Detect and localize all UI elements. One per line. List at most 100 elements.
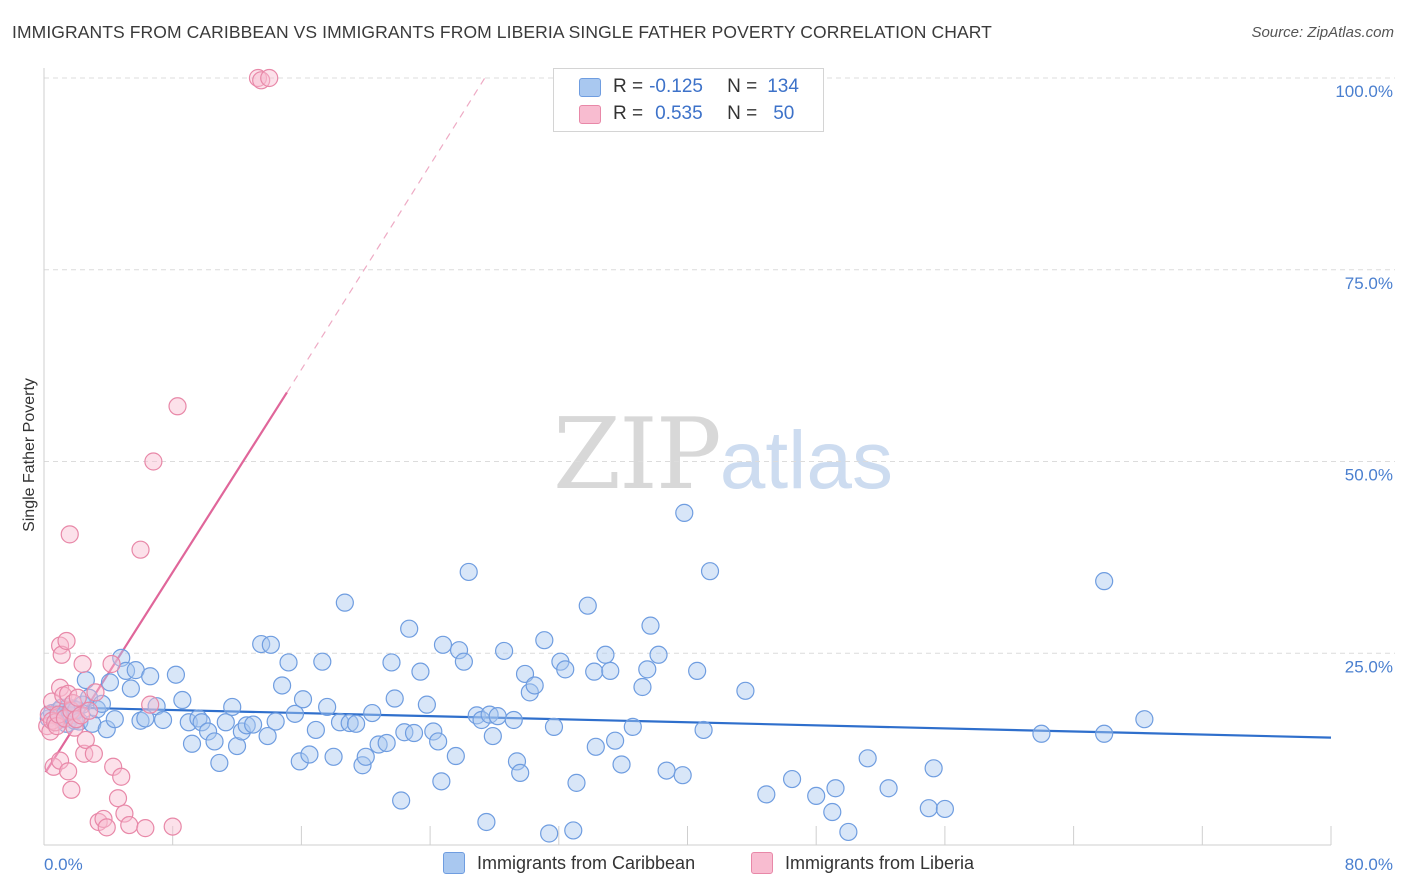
r-value: 0.535 — [655, 103, 703, 124]
stats-legend: R = -0.125 N = 134 R = 0.535 N = 50 — [553, 68, 824, 132]
point-liberia — [163, 817, 182, 836]
y-tick-label: 100.0% — [1335, 82, 1393, 101]
point-caribbean — [606, 731, 625, 750]
point-caribbean — [166, 665, 186, 684]
point-caribbean — [392, 791, 411, 810]
point-caribbean — [395, 723, 414, 742]
point-caribbean — [404, 723, 424, 743]
point-caribbean — [826, 779, 845, 798]
point-liberia — [59, 762, 78, 781]
point-liberia — [260, 68, 279, 88]
point-caribbean — [272, 676, 292, 695]
watermark-atlas: atlas — [719, 415, 893, 506]
point-caribbean — [400, 619, 419, 638]
point-caribbean — [266, 712, 285, 731]
point-caribbean — [192, 713, 211, 732]
point-caribbean — [935, 799, 955, 819]
point-caribbean — [293, 690, 313, 709]
point-liberia — [62, 780, 81, 799]
point-caribbean — [223, 697, 242, 717]
point-caribbean — [446, 746, 465, 766]
caribbean-swatch — [443, 852, 465, 874]
series-liberia — [38, 68, 279, 838]
point-caribbean — [100, 673, 120, 692]
n-label: N = — [727, 103, 758, 124]
point-caribbean — [385, 689, 404, 708]
point-caribbean — [346, 714, 366, 733]
point-caribbean — [700, 562, 720, 581]
chart-title: IMMIGRANTS FROM CARIBBEAN VS IMMIGRANTS … — [12, 22, 992, 42]
trendline-caribbean — [43, 705, 1332, 739]
n-value: 134 — [767, 76, 799, 97]
point-liberia — [79, 701, 99, 720]
point-caribbean — [306, 720, 325, 740]
point-caribbean — [459, 562, 478, 582]
point-caribbean — [504, 710, 523, 730]
point-caribbean — [641, 616, 660, 635]
point-caribbean — [924, 759, 943, 778]
point-caribbean — [612, 755, 631, 774]
point-caribbean — [116, 661, 136, 680]
y-tick-label: 50.0% — [1345, 466, 1393, 485]
point-caribbean — [564, 821, 583, 840]
point-caribbean — [179, 713, 198, 732]
point-caribbean — [432, 772, 451, 791]
legend-item-liberia[interactable]: Immigrants from Liberia — [751, 852, 974, 874]
y-tick-label: 75.0% — [1345, 274, 1393, 293]
point-liberia — [75, 744, 94, 763]
point-caribbean — [1095, 724, 1114, 743]
point-caribbean — [131, 711, 150, 730]
grid — [44, 77, 1395, 654]
point-caribbean — [324, 747, 343, 766]
point-caribbean — [507, 752, 527, 771]
point-caribbean — [153, 710, 173, 730]
point-caribbean — [252, 634, 271, 654]
point-caribbean — [429, 732, 448, 751]
point-liberia — [136, 819, 155, 838]
point-liberia — [86, 683, 105, 702]
point-caribbean — [736, 681, 755, 700]
point-caribbean — [601, 661, 620, 680]
point-caribbean — [258, 726, 277, 746]
legend-item-caribbean[interactable]: Immigrants from Caribbean — [443, 852, 695, 874]
point-caribbean — [449, 641, 469, 660]
r-label: R = — [613, 103, 644, 124]
stats-row-liberia: R = 0.535 N = 50 — [554, 101, 794, 127]
trend-lines — [43, 77, 1332, 773]
point-caribbean — [417, 695, 436, 714]
point-caribbean — [649, 645, 668, 664]
watermark-zip: ZIP — [553, 398, 722, 512]
caribbean-swatch — [579, 77, 601, 97]
point-caribbean — [585, 662, 604, 681]
y-axis-label: Single Father Poverty — [21, 378, 38, 532]
point-caribbean — [313, 652, 332, 671]
series-caribbean — [39, 503, 1154, 843]
point-caribbean — [1032, 724, 1051, 743]
point-caribbean — [363, 703, 382, 723]
n-label: N = — [727, 76, 758, 97]
point-caribbean — [290, 752, 309, 771]
point-caribbean — [488, 707, 507, 726]
legend-label-liberia: Immigrants from Liberia — [785, 852, 975, 873]
point-caribbean — [525, 676, 544, 695]
point-caribbean — [232, 722, 251, 741]
point-caribbean — [318, 697, 337, 717]
point-caribbean — [694, 720, 713, 740]
point-caribbean — [535, 631, 554, 650]
point-caribbean — [688, 661, 707, 680]
point-caribbean — [424, 722, 443, 741]
point-caribbean — [261, 635, 280, 654]
point-liberia — [60, 525, 79, 544]
point-caribbean — [638, 660, 657, 679]
point-caribbean — [556, 660, 575, 679]
point-caribbean — [454, 652, 473, 671]
point-caribbean — [673, 766, 692, 785]
point-liberia — [102, 654, 121, 674]
point-liberia — [131, 540, 150, 559]
x-tick-label-min: 0.0% — [44, 855, 83, 874]
point-caribbean — [858, 749, 877, 768]
point-liberia — [168, 397, 187, 416]
point-liberia — [76, 730, 95, 750]
point-caribbean — [136, 709, 155, 728]
